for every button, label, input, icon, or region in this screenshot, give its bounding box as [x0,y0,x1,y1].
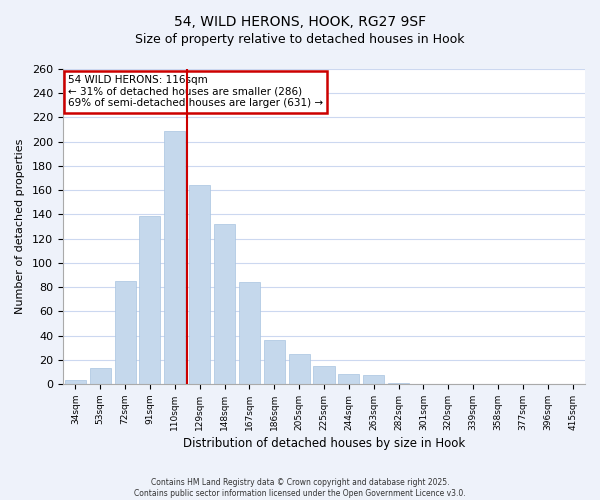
Bar [115,281,136,384]
Bar [289,354,310,384]
Bar [139,216,160,384]
Bar [239,282,260,384]
Bar [363,376,384,384]
Text: Contains HM Land Registry data © Crown copyright and database right 2025.
Contai: Contains HM Land Registry data © Crown c… [134,478,466,498]
X-axis label: Distribution of detached houses by size in Hook: Distribution of detached houses by size … [183,437,465,450]
Bar [313,366,335,384]
Bar [338,374,359,384]
Bar [263,340,285,384]
Bar [214,224,235,384]
Bar [189,186,210,384]
Text: Size of property relative to detached houses in Hook: Size of property relative to detached ho… [135,32,465,46]
Text: 54 WILD HERONS: 116sqm
← 31% of detached houses are smaller (286)
69% of semi-de: 54 WILD HERONS: 116sqm ← 31% of detached… [68,76,323,108]
Bar [164,131,185,384]
Text: 54, WILD HERONS, HOOK, RG27 9SF: 54, WILD HERONS, HOOK, RG27 9SF [174,15,426,29]
Y-axis label: Number of detached properties: Number of detached properties [15,139,25,314]
Bar [65,380,86,384]
Bar [388,382,409,384]
Bar [89,368,111,384]
